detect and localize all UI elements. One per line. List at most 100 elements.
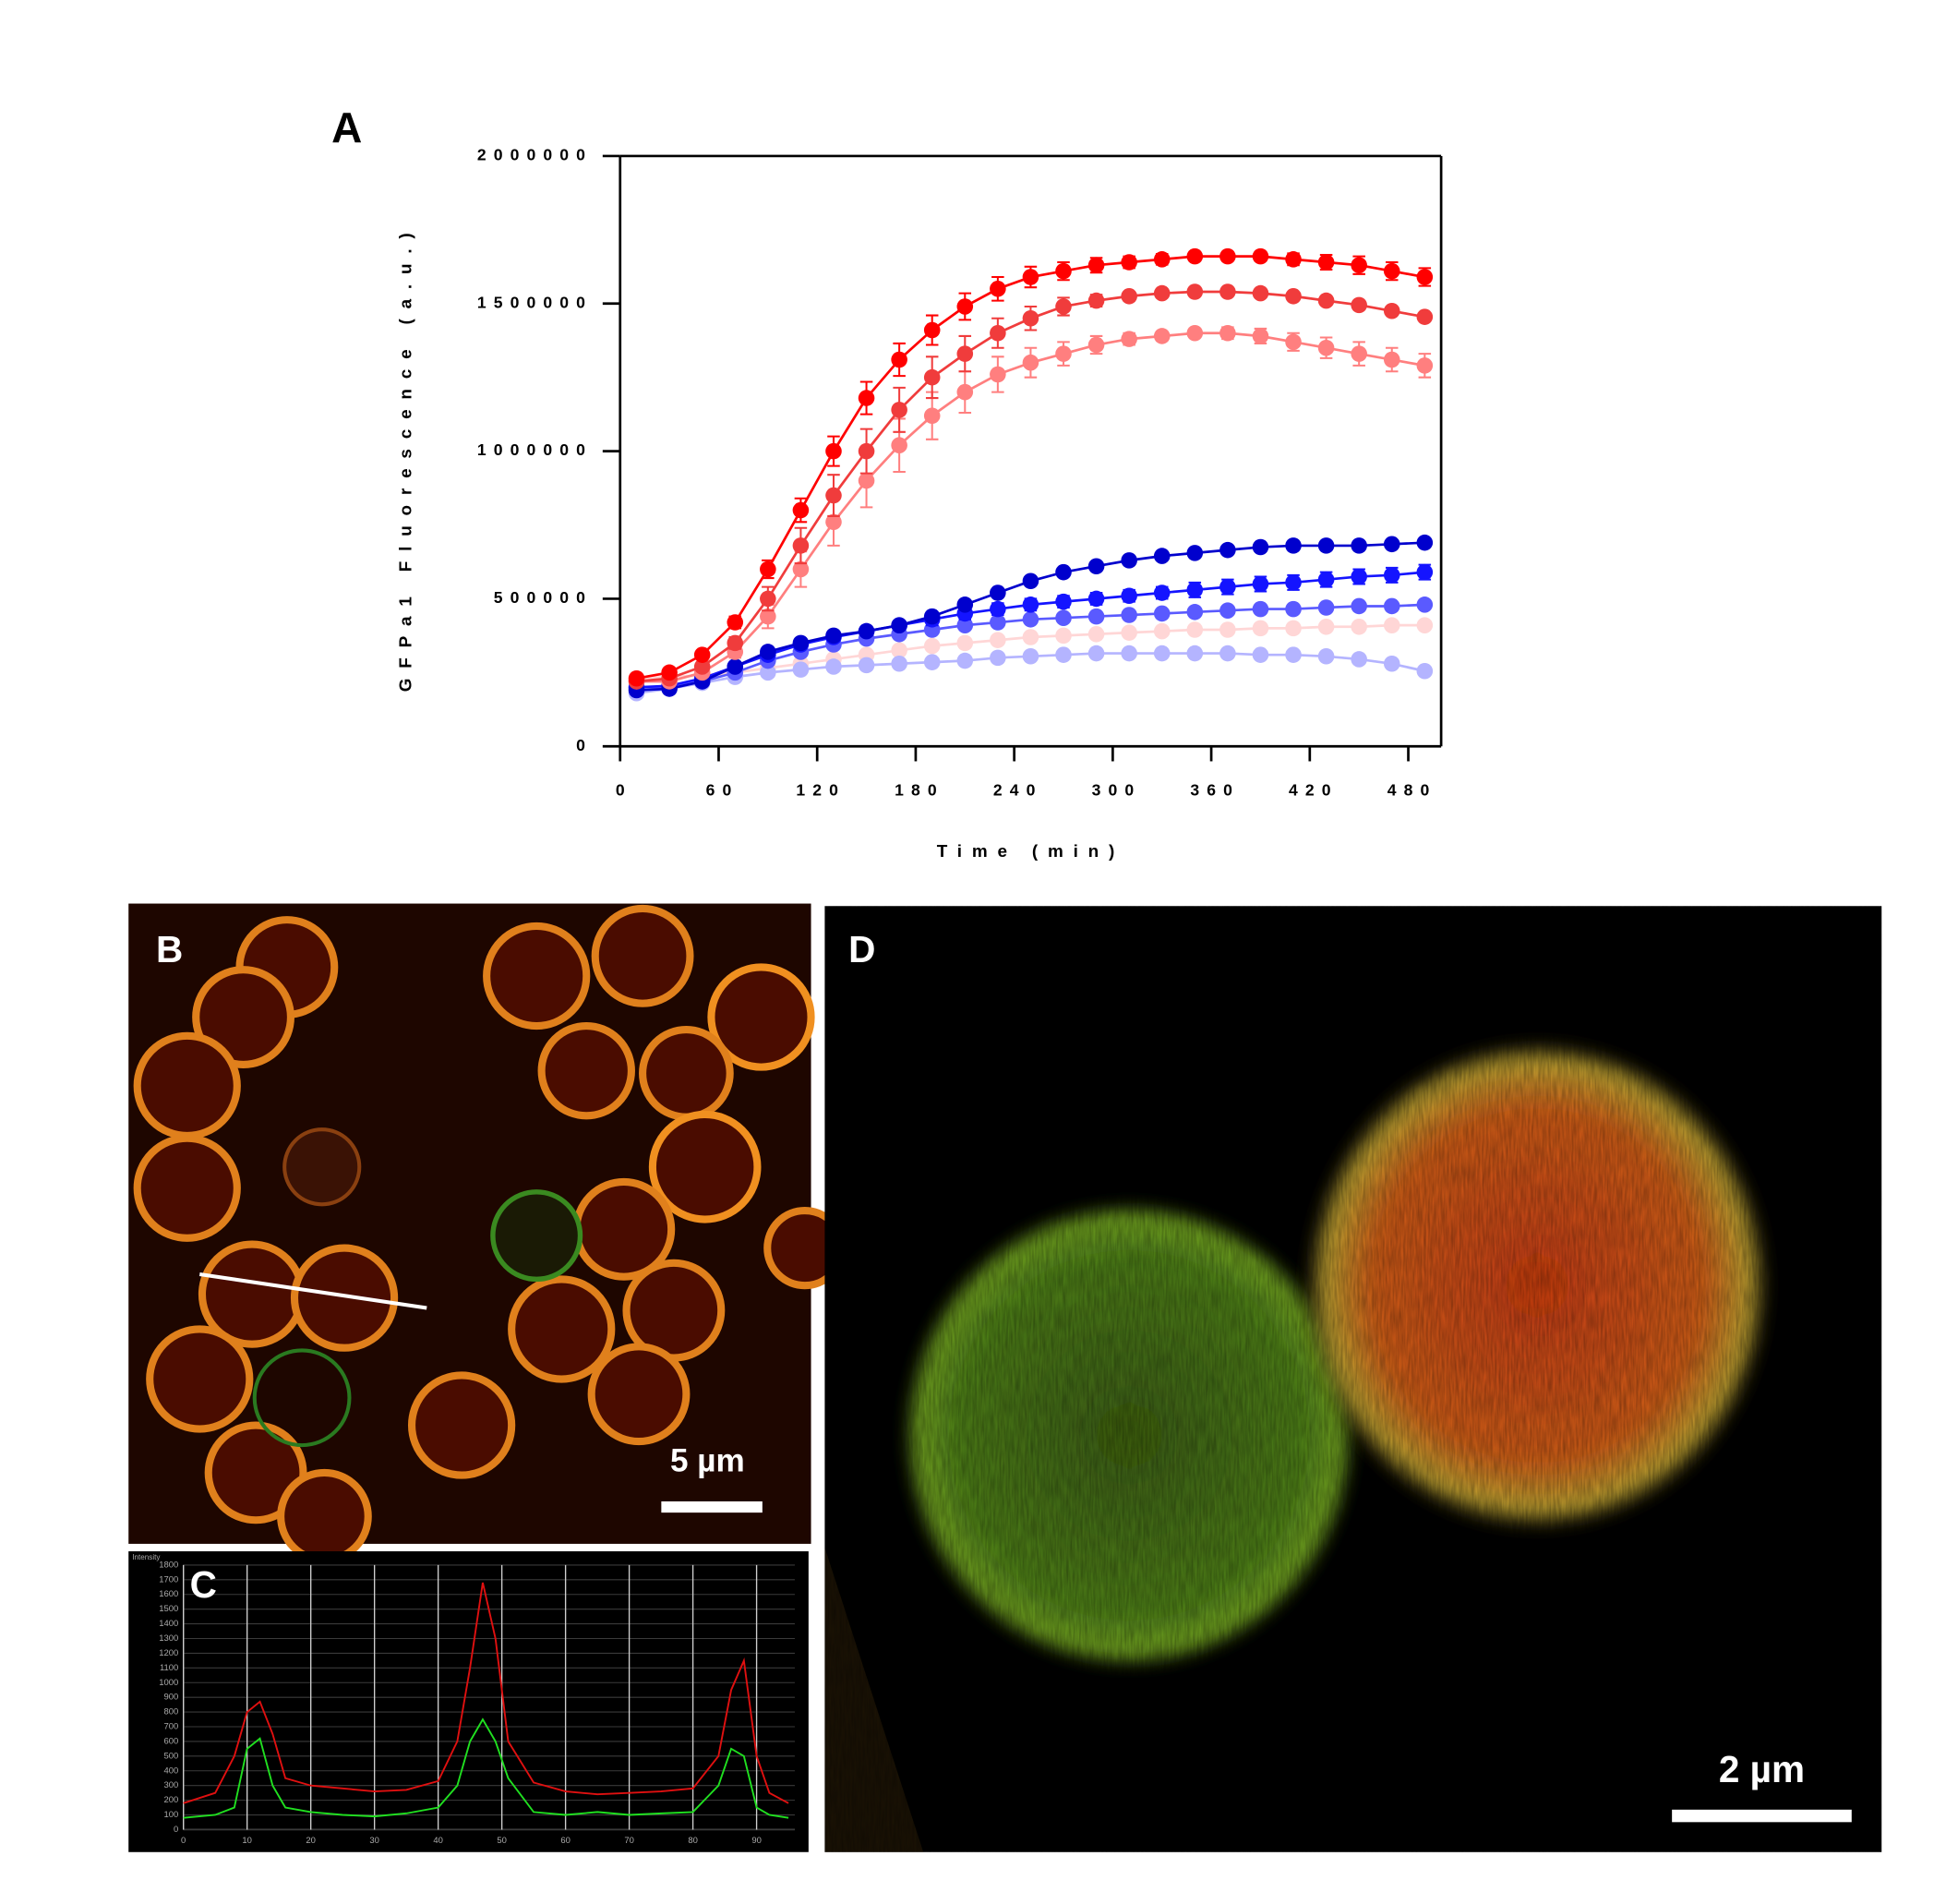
data-point [1317, 571, 1335, 588]
data-point [1219, 324, 1236, 342]
data-point [1285, 251, 1302, 268]
data-point [1153, 251, 1171, 268]
y-tick-label: 1400 [159, 1619, 178, 1629]
x-tick-label: 40 [433, 1836, 443, 1846]
data-point [1022, 269, 1039, 285]
x-tick-label: 60 [706, 781, 739, 800]
x-tick-label: 360 [1190, 781, 1240, 800]
data-point [1285, 287, 1302, 305]
data-point [1153, 548, 1171, 564]
data-point [891, 617, 907, 633]
data-point [1087, 645, 1105, 662]
data-point [1153, 284, 1171, 302]
x-tick-label: 480 [1387, 781, 1437, 800]
panel-label: B [156, 928, 183, 970]
data-point [760, 664, 776, 681]
data-point [990, 324, 1006, 342]
data-point [1416, 563, 1434, 581]
data-point [1285, 600, 1302, 618]
data-point [1317, 339, 1335, 356]
data-point [1219, 645, 1236, 662]
data-point [1351, 619, 1367, 635]
y-tick-label: 1300 [159, 1633, 178, 1644]
data-point [858, 657, 875, 674]
vesicles [133, 904, 847, 1564]
data-point [693, 658, 711, 675]
data-point [792, 634, 810, 652]
data-point [990, 649, 1006, 667]
data-point [760, 644, 776, 660]
data-point [1252, 600, 1269, 618]
data-point [956, 652, 974, 669]
data-point [1383, 351, 1400, 368]
data-point [760, 608, 776, 625]
data-point [1416, 597, 1434, 613]
data-point [1285, 620, 1302, 637]
data-point [1317, 254, 1335, 271]
data-point [1252, 575, 1269, 593]
y-tick-label: 1700 [159, 1574, 178, 1585]
data-point [1055, 627, 1072, 645]
x-tick-label: 20 [306, 1836, 316, 1846]
y-tick-label: 1600 [159, 1589, 178, 1599]
panel-d: 2 µm D [824, 906, 1882, 1852]
data-point [1121, 587, 1137, 605]
data-point [1285, 574, 1302, 591]
data-point [1055, 609, 1072, 626]
data-point [792, 501, 810, 519]
data-point [1219, 283, 1236, 300]
data-point [1055, 646, 1072, 663]
data-point [858, 622, 875, 640]
data-point [1285, 646, 1302, 663]
scale-bar-label: 2 µm [1719, 1748, 1805, 1790]
data-point [923, 637, 941, 655]
y-tick-label: 200 [164, 1795, 179, 1805]
data-point [923, 321, 941, 339]
data-point [1219, 602, 1236, 620]
y-tick-label: 400 [164, 1765, 179, 1776]
y-tick-label: 700 [164, 1722, 179, 1732]
data-point [990, 614, 1006, 631]
data-point [792, 560, 810, 578]
data-point [1186, 621, 1204, 638]
data-point [727, 634, 744, 652]
data-point [956, 383, 974, 401]
y-tick-label: 1800 [159, 1560, 178, 1570]
data-point [891, 351, 907, 368]
data-point [1351, 345, 1367, 362]
data-point [1416, 534, 1434, 551]
data-point [727, 658, 744, 675]
data-point [1153, 645, 1171, 662]
data-point [1087, 626, 1105, 643]
data-point [1416, 357, 1434, 374]
y-axis-title: Intensity [132, 1553, 161, 1561]
data-point [1252, 620, 1269, 637]
scale-bar [661, 1500, 763, 1513]
panel-label: A [331, 103, 362, 151]
data-point [1186, 582, 1204, 598]
data-point [825, 487, 842, 504]
data-point [1317, 647, 1335, 665]
data-point [1351, 597, 1367, 615]
data-point [1087, 257, 1105, 274]
data-point [825, 442, 842, 460]
data-point [923, 608, 941, 625]
data-point [1416, 308, 1434, 325]
y-tick-label: 900 [164, 1693, 179, 1703]
x-tick-label: 420 [1289, 781, 1339, 800]
data-point [1186, 247, 1204, 265]
y-tick-label: 1100 [160, 1663, 178, 1673]
x-tick-label: 80 [688, 1836, 698, 1846]
data-point [1055, 262, 1072, 280]
data-point [1383, 536, 1400, 553]
data-point [1416, 617, 1434, 633]
data-point [1055, 345, 1072, 362]
chart: 0 500000 1000000 1500000 2000000 0 60 120 180 240… [331, 103, 1443, 862]
data-point [1416, 662, 1434, 680]
data-point [891, 402, 907, 418]
data-point [792, 537, 810, 554]
x-tick-label: 60 [560, 1836, 571, 1846]
y-tick-label: 1000 [159, 1678, 178, 1688]
x-tick-label: 0 [616, 781, 632, 800]
data-point [1186, 604, 1204, 621]
